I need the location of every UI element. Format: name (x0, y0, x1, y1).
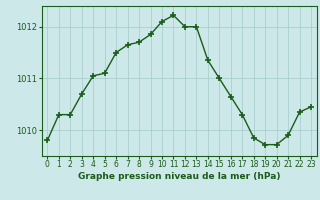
X-axis label: Graphe pression niveau de la mer (hPa): Graphe pression niveau de la mer (hPa) (78, 172, 280, 181)
